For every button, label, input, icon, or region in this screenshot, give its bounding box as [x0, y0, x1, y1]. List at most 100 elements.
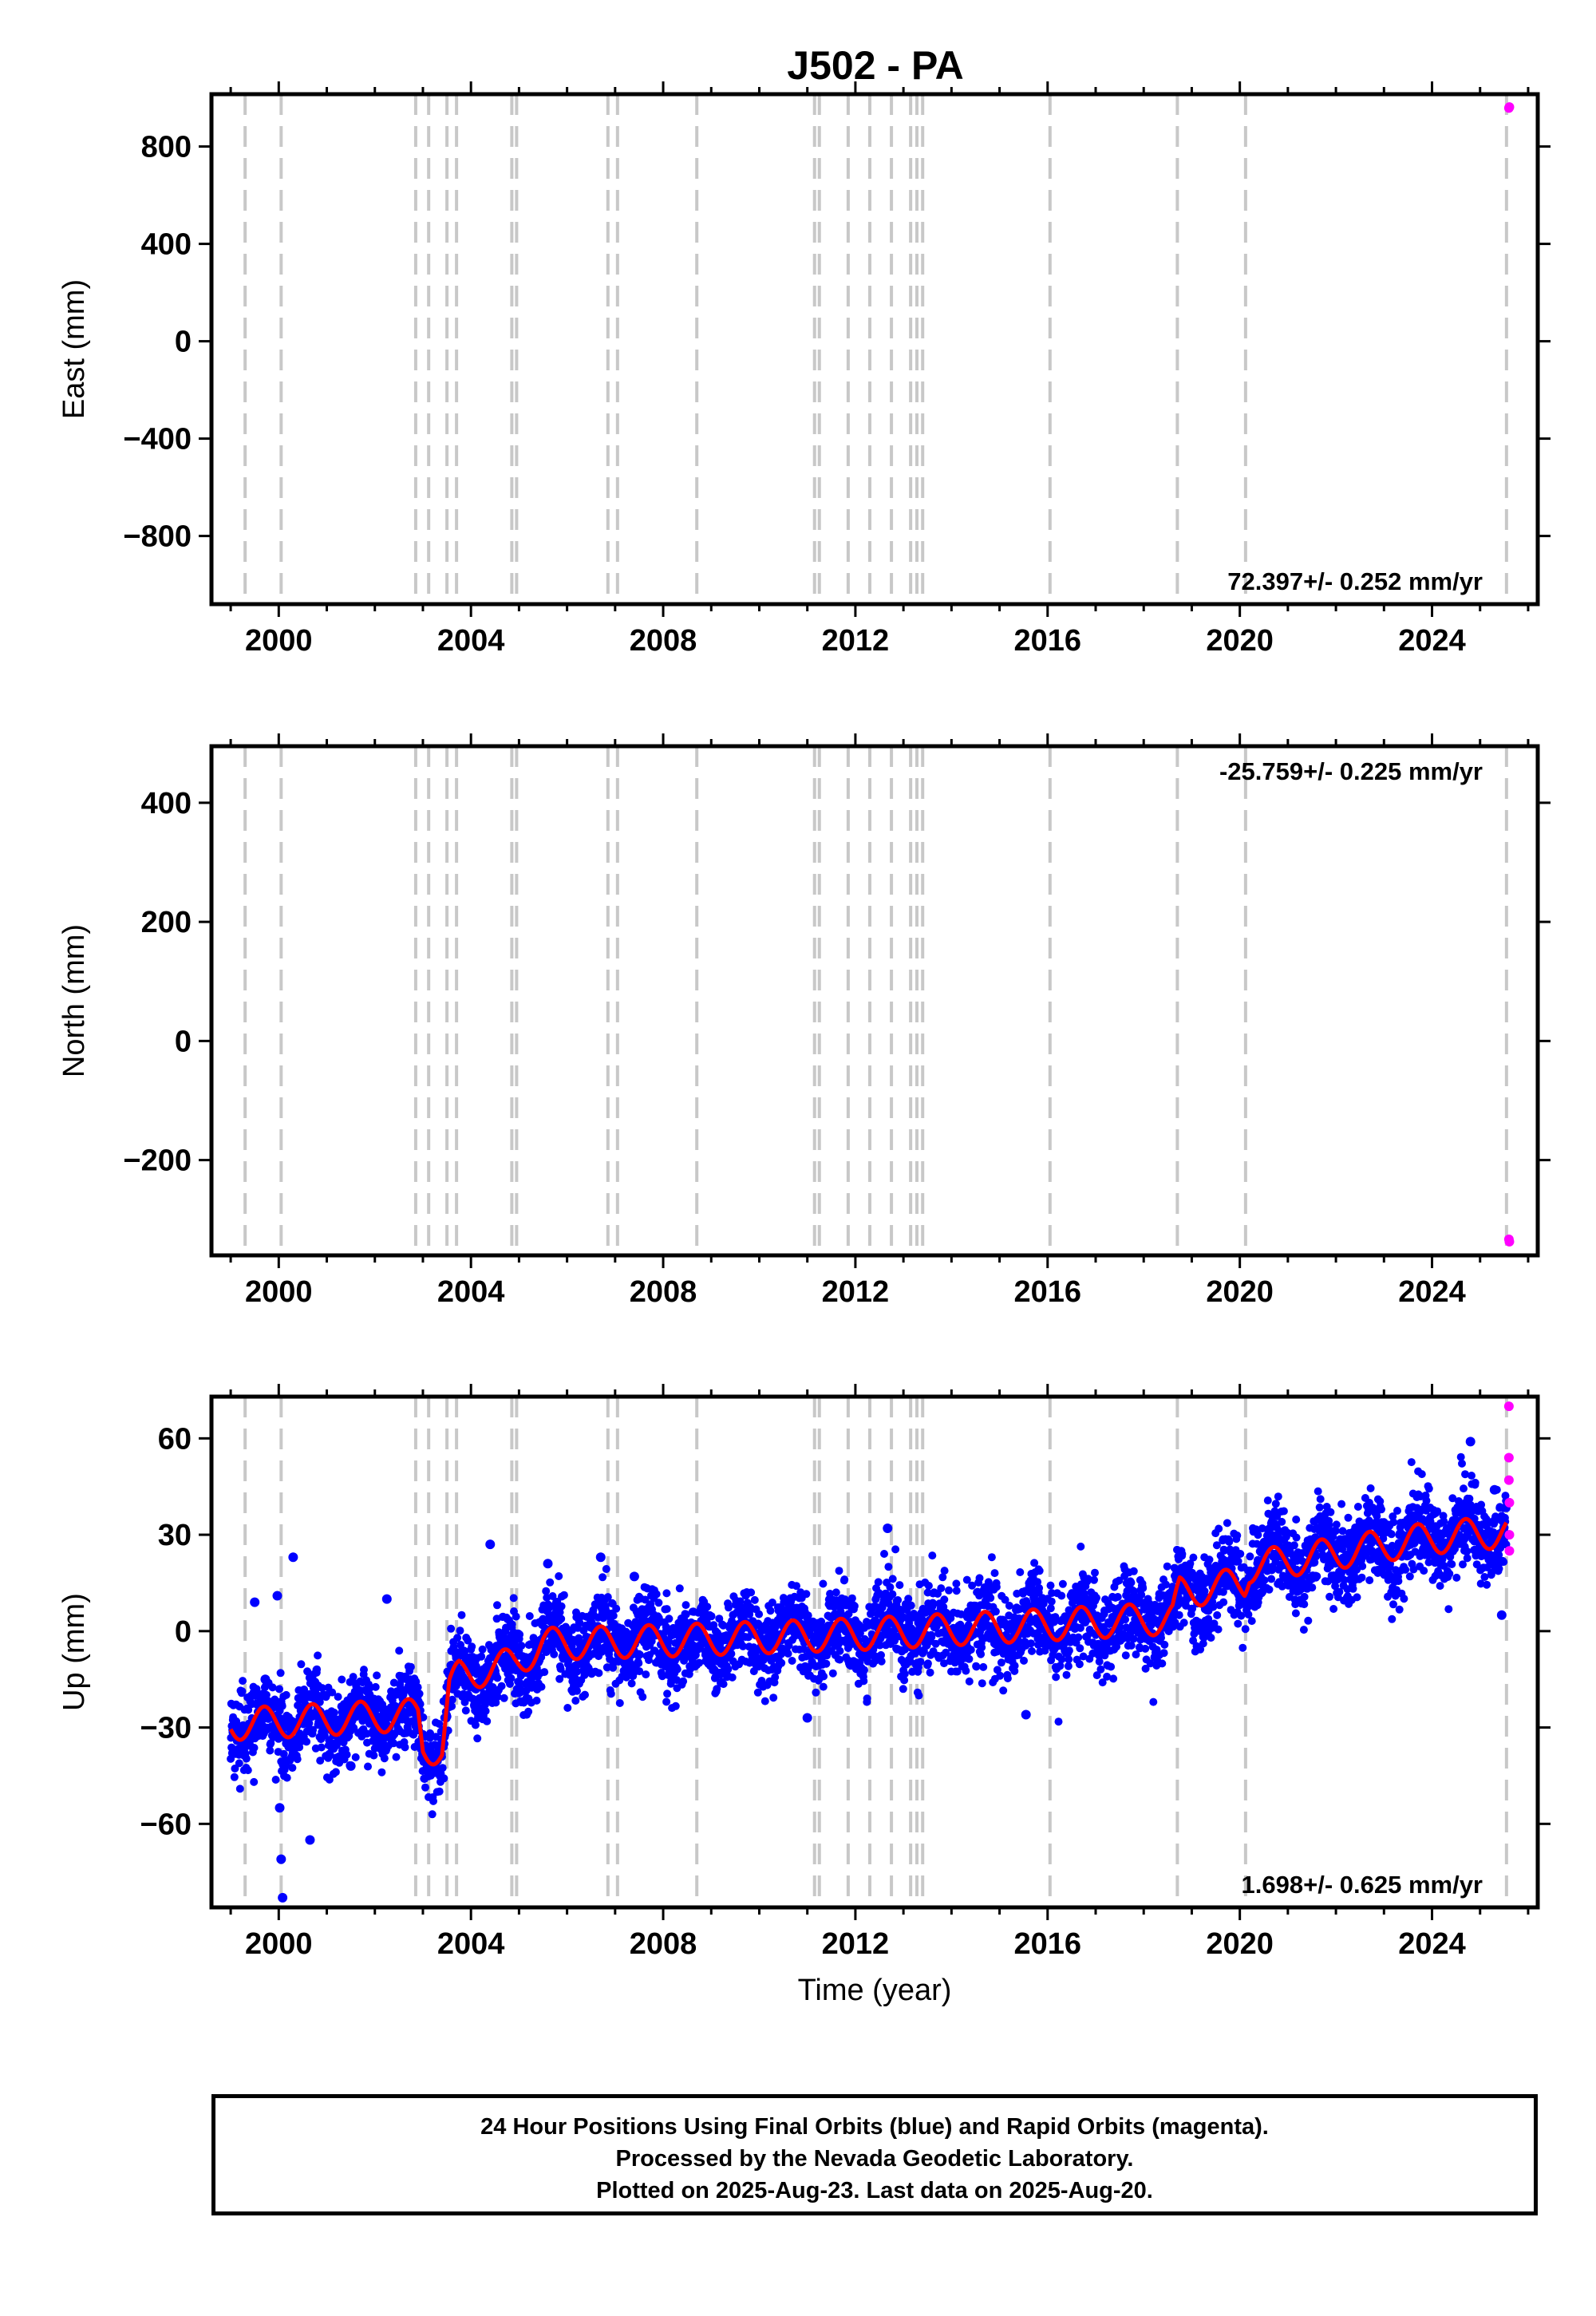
final-orbit-point — [1121, 0, 1130, 5]
final-orbit-point — [1185, 0, 1194, 5]
final-orbit-point — [1148, 0, 1157, 5]
final-orbit-point — [1161, 0, 1170, 5]
final-orbit-point — [537, 0, 546, 5]
final-orbit-point — [1432, 0, 1441, 5]
final-orbit-point — [838, 0, 847, 5]
final-orbit-point — [460, 0, 468, 5]
final-orbit-point — [325, 0, 334, 5]
final-orbit-point — [922, 0, 931, 5]
final-orbit-point — [1183, 0, 1192, 5]
final-orbit-point — [592, 0, 601, 5]
final-orbit-point — [500, 0, 509, 5]
final-orbit-point — [735, 0, 744, 5]
final-orbit-point — [361, 0, 369, 5]
final-orbit-point — [1467, 0, 1476, 5]
final-orbit-point — [530, 0, 539, 5]
final-orbit-point — [871, 0, 879, 5]
final-orbit-point — [915, 0, 923, 5]
final-orbit-point — [349, 0, 358, 5]
final-orbit-point — [581, 0, 590, 5]
final-orbit-point — [273, 0, 282, 5]
final-orbit-point — [1318, 0, 1327, 5]
final-orbit-point — [369, 0, 378, 5]
final-orbit-point — [806, 0, 815, 5]
final-orbit-point — [625, 0, 634, 5]
final-orbit-point — [497, 0, 506, 5]
final-orbit-point — [771, 0, 780, 5]
final-orbit-point — [357, 0, 365, 5]
final-orbit-point — [1203, 0, 1212, 5]
final-orbit-point — [834, 0, 843, 5]
final-orbit-point — [1207, 0, 1215, 5]
final-orbit-point — [915, 0, 924, 5]
final-orbit-point — [970, 0, 978, 5]
final-orbit-point — [512, 0, 521, 5]
final-orbit-point — [1180, 0, 1189, 5]
final-orbit-point — [1037, 0, 1046, 5]
final-orbit-point — [1061, 0, 1070, 5]
final-orbit-point — [1098, 0, 1107, 5]
final-orbit-point — [449, 0, 458, 5]
final-orbit-point — [413, 0, 421, 5]
final-orbit-point — [1443, 0, 1452, 5]
final-orbit-point — [808, 0, 816, 5]
final-orbit-point — [1204, 0, 1213, 5]
final-orbit-point — [846, 0, 855, 5]
final-orbit-point — [286, 0, 294, 5]
final-orbit-point — [262, 0, 271, 5]
final-orbit-point — [795, 0, 804, 5]
final-orbit-point — [1187, 0, 1195, 5]
final-orbit-point — [294, 0, 303, 5]
final-orbit-point — [519, 0, 528, 5]
final-orbit-point — [636, 0, 645, 5]
final-orbit-point — [807, 0, 816, 5]
final-orbit-point — [934, 0, 942, 5]
final-orbit-point — [924, 0, 933, 5]
final-orbit-point — [523, 0, 531, 5]
final-orbit-point — [911, 0, 920, 5]
final-orbit-point — [505, 0, 514, 5]
final-orbit-point — [970, 0, 979, 5]
final-orbit-point — [1483, 0, 1491, 5]
final-orbit-point — [539, 0, 548, 5]
final-orbit-point — [434, 0, 443, 5]
final-orbit-point — [990, 0, 998, 5]
final-orbit-point — [351, 0, 360, 5]
final-orbit-point — [1321, 0, 1329, 5]
final-orbit-point — [850, 0, 859, 5]
final-orbit-point — [532, 0, 541, 5]
final-orbit-point — [483, 0, 492, 5]
final-orbit-point — [238, 0, 247, 5]
final-orbit-point — [1115, 0, 1124, 5]
final-orbit-point — [816, 0, 824, 5]
final-orbit-point — [350, 0, 359, 5]
final-orbit-point — [1412, 0, 1421, 5]
final-orbit-point — [276, 0, 285, 5]
final-orbit-point — [1042, 0, 1051, 5]
final-orbit-point — [916, 0, 925, 5]
final-orbit-point — [490, 0, 499, 5]
final-orbit-point — [1437, 0, 1446, 5]
final-orbit-point — [801, 0, 810, 5]
final-orbit-point — [1397, 0, 1406, 5]
final-orbit-point — [709, 0, 718, 5]
final-orbit-point — [491, 0, 500, 5]
final-orbit-point — [1097, 0, 1106, 5]
final-orbit-point — [978, 0, 986, 5]
final-orbit-point — [827, 0, 836, 5]
final-orbit-point — [569, 0, 578, 5]
final-orbit-point — [1386, 0, 1395, 5]
final-orbit-point — [1109, 0, 1118, 5]
final-orbit-point — [565, 0, 574, 5]
final-orbit-point — [909, 0, 918, 5]
final-orbit-point — [449, 0, 458, 5]
final-orbit-point — [1072, 0, 1080, 5]
final-orbit-point — [1051, 0, 1060, 5]
final-orbit-point — [1064, 0, 1073, 5]
final-orbit-point — [480, 0, 489, 5]
final-orbit-point — [1430, 0, 1439, 5]
final-orbit-point — [282, 0, 291, 5]
final-orbit-point — [506, 0, 515, 5]
final-orbit-point — [571, 0, 580, 5]
final-orbit-point — [1466, 0, 1475, 5]
